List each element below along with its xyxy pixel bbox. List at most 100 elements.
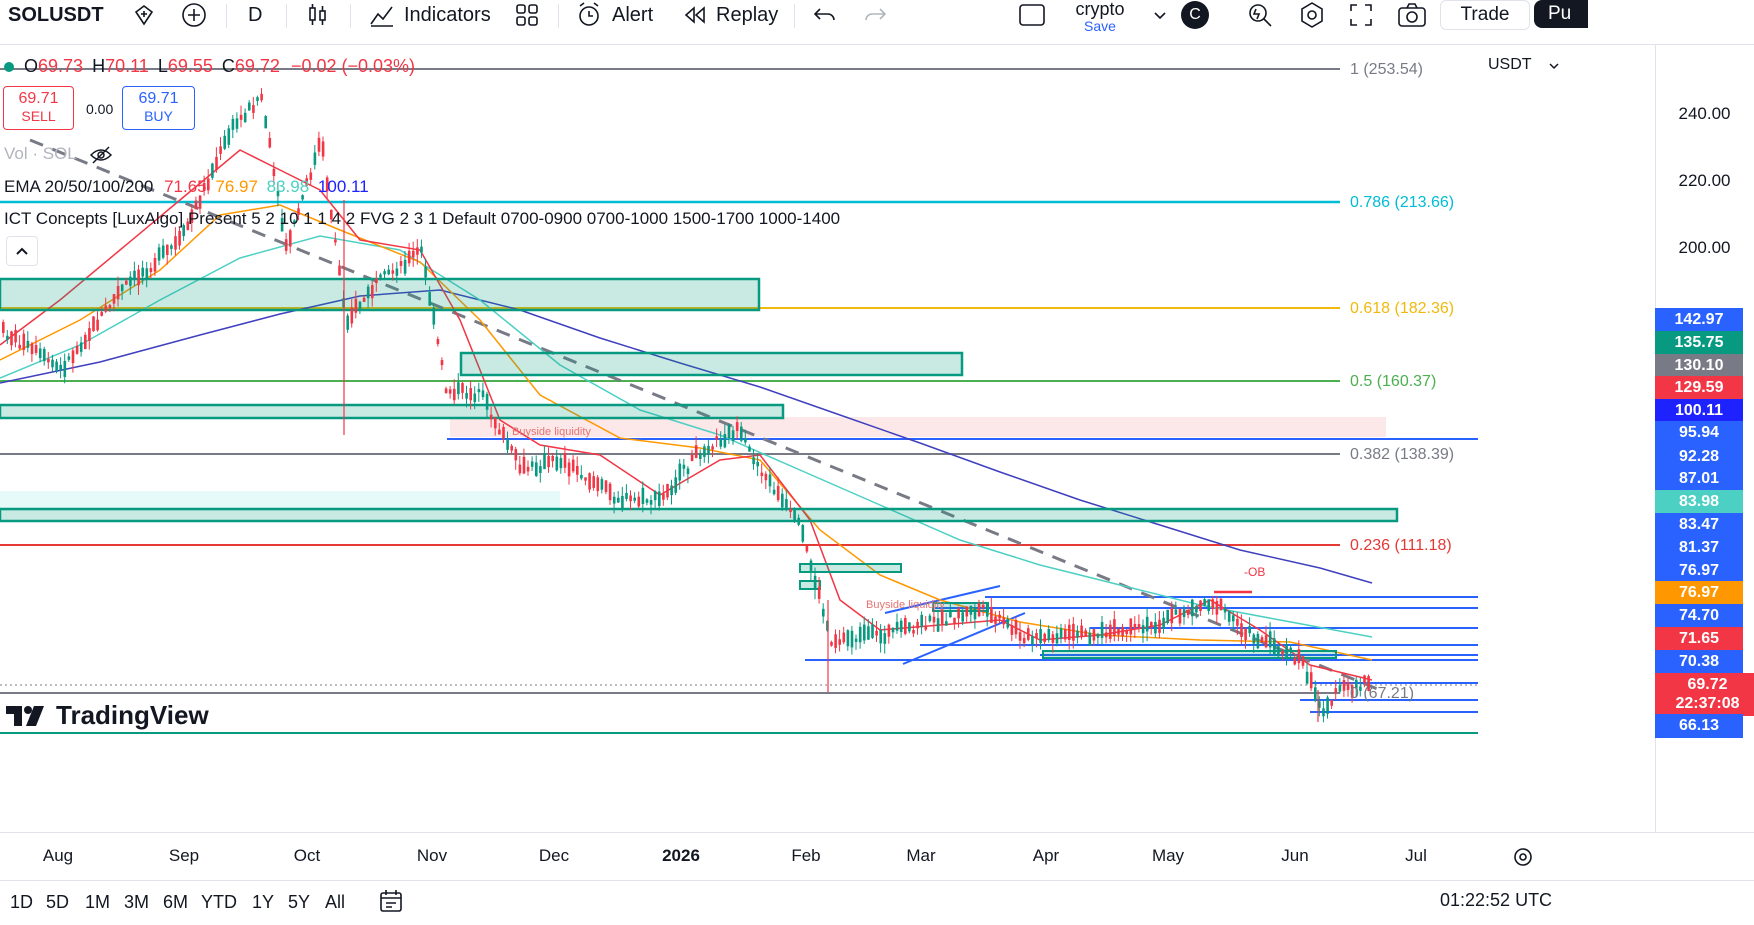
candle-body [51, 359, 54, 368]
candle-body [1252, 634, 1256, 644]
price-label: 71.65 [1655, 627, 1743, 651]
candle-body [1162, 617, 1165, 629]
candle-body [1223, 609, 1227, 613]
fullscreen-icon[interactable] [1348, 0, 1374, 30]
candle-body [940, 609, 944, 624]
trade-button[interactable]: Trade [1440, 0, 1530, 30]
candle-body [477, 389, 481, 393]
candle-body [1031, 636, 1034, 645]
settings-gear-icon[interactable] [1298, 0, 1326, 30]
candle-body [785, 498, 788, 509]
camera-icon[interactable] [1397, 0, 1427, 30]
price-tick: 240.00 [1678, 104, 1731, 123]
candle-body [1268, 631, 1272, 648]
candle-body [1359, 686, 1362, 691]
candles-icon[interactable] [306, 0, 330, 30]
candle-body [1080, 625, 1083, 637]
candle-body [867, 626, 870, 640]
candle-body [440, 360, 444, 366]
volume-legend: Vol · SOL [4, 144, 113, 165]
price-label: 135.75 [1655, 331, 1743, 355]
candle-body [625, 492, 628, 500]
collapse-legend-button[interactable] [6, 236, 38, 266]
date-range-icon[interactable] [378, 888, 404, 919]
candle-body [1113, 619, 1116, 637]
range-button-3m[interactable]: 3M [124, 892, 150, 912]
candle-body [407, 250, 411, 264]
settings-icon[interactable] [1512, 846, 1534, 873]
candle-body [1215, 600, 1219, 615]
candle-body [252, 105, 255, 113]
sell-button[interactable]: 69.71 SELL [3, 86, 74, 130]
layouts-grid-icon[interactable] [514, 0, 540, 30]
candle-body [366, 286, 370, 299]
candle-body [776, 486, 780, 501]
eye-hidden-icon[interactable] [89, 145, 113, 165]
candle-body [22, 333, 26, 351]
candle-body [690, 454, 694, 462]
clock[interactable]: 01:22:52 UTC [1440, 890, 1553, 910]
candle-body [149, 268, 153, 273]
candle-body [781, 493, 784, 508]
quick-search-icon[interactable] [1246, 0, 1274, 30]
candle-body [871, 624, 874, 638]
avatar[interactable]: C [1181, 1, 1209, 29]
candle-body [756, 461, 759, 467]
candle-body [1063, 629, 1067, 640]
candle-body [1326, 697, 1329, 714]
interval-button[interactable]: D [248, 0, 262, 30]
candle-body [1059, 628, 1063, 639]
redo-icon[interactable] [862, 0, 888, 30]
candle-body [26, 340, 30, 348]
candle-body [674, 477, 677, 493]
indicators-button[interactable]: Indicators [368, 0, 491, 30]
candle-body [1236, 618, 1239, 626]
candle-body [387, 269, 390, 275]
range-button-1m[interactable]: 1M [85, 892, 111, 912]
candle-body [301, 195, 304, 200]
watchlist-add-icon[interactable] [132, 0, 156, 30]
price-chart[interactable]: Buyside liquidity Buyside liquidity -OB … [0, 44, 1655, 832]
layout-name-button[interactable]: crypto Save [1064, 0, 1136, 34]
candle-body [1281, 650, 1284, 655]
candle-body [846, 630, 850, 647]
chevron-down-icon[interactable] [1152, 0, 1168, 30]
replay-button[interactable]: Replay [682, 0, 778, 30]
symbol-search-button[interactable]: SOLUSDT [8, 0, 104, 30]
candle-body [391, 270, 395, 274]
publish-button[interactable]: Pu [1534, 0, 1588, 28]
candle-body [555, 456, 559, 471]
candle-body [145, 268, 149, 279]
candle-body [108, 304, 112, 308]
currency-select[interactable]: USDT [1484, 52, 1564, 78]
compare-add-icon[interactable] [180, 0, 208, 30]
range-button-1y[interactable]: 1Y [252, 892, 275, 912]
candle-body [112, 294, 116, 304]
candle-body [789, 508, 792, 513]
candle-body [1334, 688, 1338, 693]
range-button-6m[interactable]: 6M [163, 892, 189, 912]
candle-body [289, 230, 292, 247]
alert-button[interactable]: Alert [576, 0, 653, 30]
candle-body [990, 606, 993, 623]
candle-body [1027, 628, 1030, 640]
candle-body [1125, 630, 1128, 635]
buy-button[interactable]: 69.71 BUY [122, 86, 195, 130]
price-label: 83.47 [1655, 513, 1743, 537]
range-button-ytd[interactable]: YTD [201, 892, 237, 912]
candle-body [375, 278, 378, 284]
range-button-1d[interactable]: 1D [10, 892, 34, 912]
candle-body [1035, 632, 1038, 639]
layout-square-icon[interactable] [1018, 0, 1046, 30]
candle-body [420, 246, 423, 253]
candle-body [227, 128, 231, 145]
undo-icon[interactable] [812, 0, 838, 30]
candle-body [986, 602, 989, 617]
range-button-5y[interactable]: 5Y [288, 892, 311, 912]
candle-body [350, 307, 354, 324]
trade-label: Trade [1460, 4, 1510, 25]
range-button-all[interactable]: All [325, 892, 346, 912]
candle-body [215, 156, 218, 171]
candle-body [67, 356, 71, 360]
range-button-5d[interactable]: 5D [46, 892, 70, 912]
